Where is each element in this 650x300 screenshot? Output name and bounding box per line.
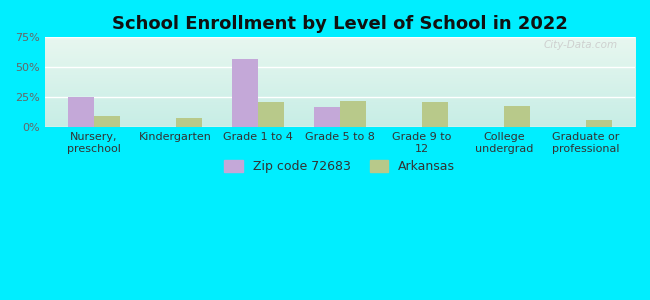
Bar — [176, 118, 202, 127]
Bar — [586, 120, 612, 127]
Bar — [313, 107, 340, 127]
Bar — [258, 102, 284, 127]
Bar — [340, 101, 366, 127]
Bar — [94, 116, 120, 127]
Title: School Enrollment by Level of School in 2022: School Enrollment by Level of School in … — [112, 15, 567, 33]
Bar — [422, 102, 448, 127]
Bar — [68, 97, 94, 127]
Legend: Zip code 72683, Arkansas: Zip code 72683, Arkansas — [224, 160, 456, 173]
Text: City-Data.com: City-Data.com — [543, 40, 618, 50]
Bar — [504, 106, 530, 127]
Bar — [231, 59, 258, 127]
